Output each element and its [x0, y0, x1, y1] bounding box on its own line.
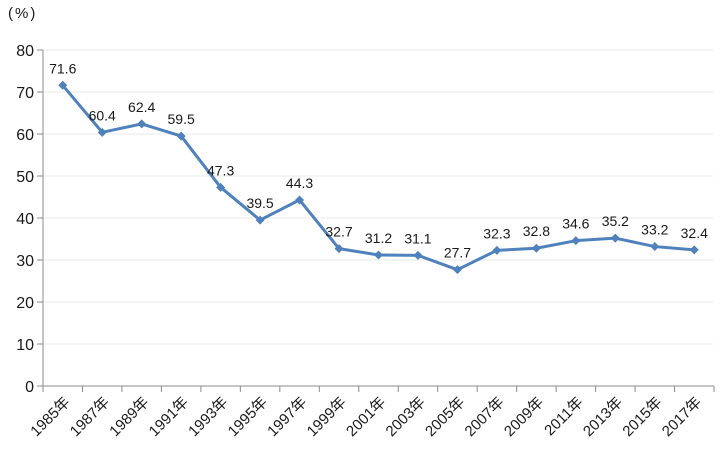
- data-point-label: 71.6: [49, 60, 76, 76]
- y-tick-label: 50: [16, 169, 34, 186]
- y-tick-label: 60: [16, 127, 34, 144]
- data-point-marker: [650, 242, 660, 252]
- y-tick-label: 30: [16, 253, 34, 270]
- data-point-label: 32.7: [325, 224, 352, 240]
- x-tick-label: 1993年: [185, 394, 231, 440]
- x-tick-label: 2017年: [659, 394, 705, 440]
- x-tick-label: 2009年: [501, 394, 547, 440]
- x-tick-label: 1987年: [67, 394, 113, 440]
- y-tick-label: 80: [16, 43, 34, 60]
- data-point-label: 62.4: [128, 99, 155, 115]
- data-point-label: 39.5: [246, 195, 273, 211]
- x-tick-label: 1985年: [27, 394, 73, 440]
- x-tick-label: 1997年: [264, 394, 310, 440]
- data-point-marker: [492, 245, 502, 255]
- data-point-marker: [176, 131, 186, 141]
- x-tick-label: 1995年: [225, 394, 271, 440]
- x-tick-label: 2011年: [541, 394, 586, 439]
- y-tick-label: 10: [16, 337, 34, 354]
- x-tick-label: 2001年: [343, 394, 389, 440]
- data-point-marker: [295, 195, 305, 205]
- x-tick-label: 2003年: [383, 394, 429, 440]
- data-point-marker: [255, 215, 265, 225]
- data-point-marker: [97, 127, 107, 137]
- x-tick-label: 2007年: [462, 394, 508, 440]
- data-point-label: 32.4: [681, 225, 708, 241]
- x-tick-label: 2015年: [619, 394, 665, 440]
- data-point-marker: [452, 265, 462, 275]
- data-point-marker: [374, 250, 383, 260]
- data-point-marker: [571, 236, 581, 246]
- data-point-label: 35.2: [602, 213, 629, 229]
- data-point-marker: [610, 233, 620, 243]
- y-tick-label: 70: [16, 85, 34, 102]
- data-point-label: 31.2: [365, 230, 392, 246]
- y-tick-label: 0: [25, 379, 34, 396]
- data-point-label: 31.1: [404, 230, 431, 246]
- data-point-label: 27.7: [444, 245, 471, 261]
- data-point-marker: [531, 243, 541, 253]
- x-tick-label: 2013年: [580, 394, 626, 440]
- data-point-marker: [689, 245, 699, 255]
- data-point-marker: [413, 250, 423, 260]
- x-tick-label: 1989年: [106, 394, 152, 440]
- data-point-marker: [137, 119, 147, 129]
- x-tick-label: 2005年: [422, 394, 468, 440]
- data-point-marker: [216, 182, 226, 192]
- data-point-label: 32.8: [523, 223, 550, 239]
- x-tick-label: 1999年: [304, 394, 350, 440]
- data-point-label: 33.2: [641, 222, 668, 238]
- y-tick-label: 20: [16, 295, 34, 312]
- data-point-label: 47.3: [207, 162, 234, 178]
- x-tick-label: 1991年: [146, 394, 192, 440]
- y-axis-unit-label: (%): [8, 5, 38, 22]
- data-point-label: 34.6: [562, 216, 589, 232]
- data-point-label: 44.3: [286, 175, 313, 191]
- data-point-label: 32.3: [483, 225, 510, 241]
- data-point-marker: [58, 80, 68, 90]
- data-point-label: 59.5: [168, 111, 195, 127]
- data-point-marker: [334, 244, 344, 254]
- y-tick-label: 40: [16, 211, 34, 228]
- data-point-label: 60.4: [89, 107, 116, 123]
